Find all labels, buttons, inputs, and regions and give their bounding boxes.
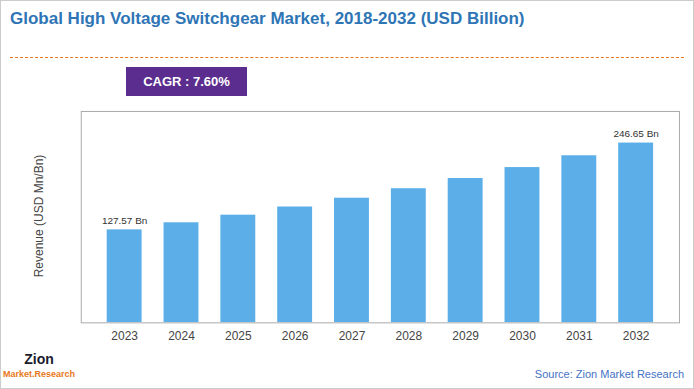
svg-text:2023: 2023 xyxy=(111,329,138,343)
svg-text:127.57 Bn: 127.57 Bn xyxy=(102,215,147,226)
svg-text:2026: 2026 xyxy=(282,329,309,343)
svg-text:2030: 2030 xyxy=(509,329,536,343)
html-text:Revenue (USD Mn/Bn): Revenue (USD Mn/Bn) xyxy=(32,154,46,278)
svg-text:2032: 2032 xyxy=(623,329,650,343)
html-text:Zion: Zion xyxy=(24,351,54,367)
html-text:Global High Voltage Switchgear: Global High Voltage Switchgear Market, 2… xyxy=(10,9,525,28)
svg-text:2024: 2024 xyxy=(168,329,195,343)
svg-text:2027: 2027 xyxy=(339,329,366,343)
html-text:CAGR : 7.60%: CAGR : 7.60% xyxy=(143,74,230,89)
svg-text:2028: 2028 xyxy=(396,329,423,343)
svg-text:2029: 2029 xyxy=(452,329,479,343)
svg-text:2031: 2031 xyxy=(566,329,593,343)
svg-text:246.65 Bn: 246.65 Bn xyxy=(613,128,658,139)
html-text:Source: Zion Market Research: Source: Zion Market Research xyxy=(534,368,684,380)
html-text:Market.Research: Market.Research xyxy=(3,369,75,379)
svg-text:2025: 2025 xyxy=(225,329,252,343)
